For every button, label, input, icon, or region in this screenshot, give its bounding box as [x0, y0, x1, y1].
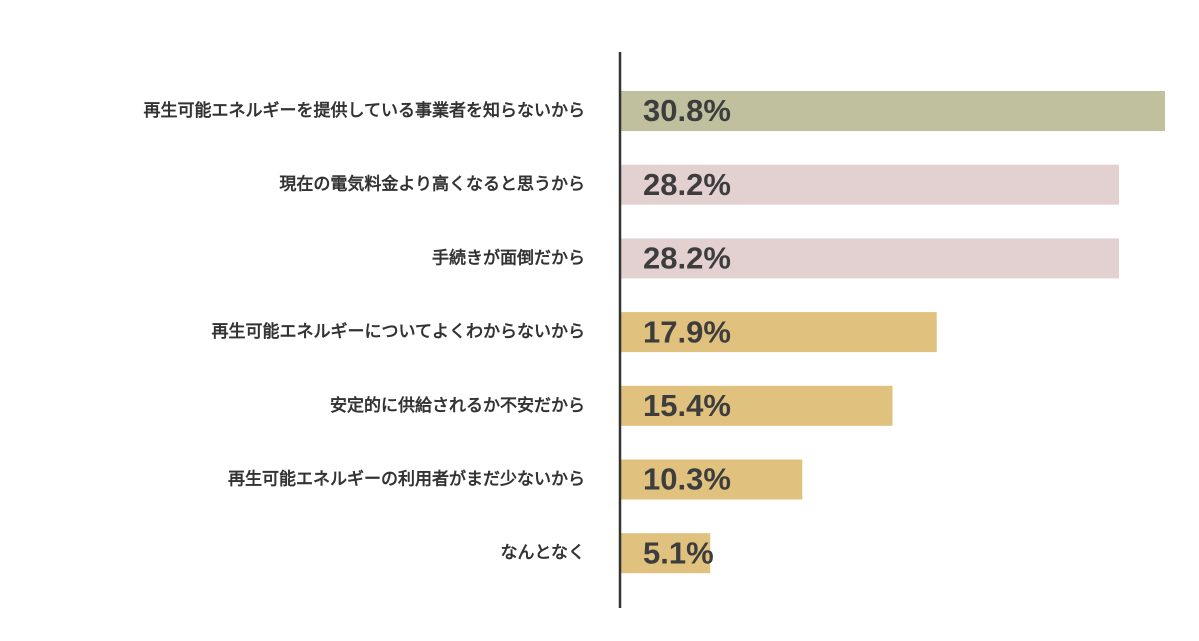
bar [621, 459, 803, 500]
category-label: 再生可能エネルギーについてよくわからないから [212, 321, 586, 342]
value-label: 17.9% [643, 314, 731, 349]
value-label: 5.1% [643, 535, 714, 570]
bar [621, 238, 1119, 279]
bar [621, 312, 937, 353]
category-label: 現在の電気料金より高くなると思うから [279, 174, 585, 195]
value-label: 10.3% [643, 462, 731, 497]
bar [621, 385, 893, 426]
category-label: 再生可能エネルギーの利用者がまだ少ないから [228, 469, 585, 490]
category-label: 再生可能エネルギーを提供している事業者を知らないから [144, 100, 586, 121]
value-label: 28.2% [643, 241, 731, 276]
value-label: 15.4% [643, 388, 731, 423]
category-label: 手続きが面倒だから [432, 247, 585, 268]
category-label: なんとなく [501, 543, 586, 563]
value-label: 30.8% [643, 93, 731, 128]
bar [621, 91, 1165, 131]
bar [621, 164, 1119, 205]
value-label: 28.2% [643, 167, 731, 202]
category-label: 安定的に供給されるか不安だから [330, 395, 585, 416]
bar [621, 533, 711, 574]
